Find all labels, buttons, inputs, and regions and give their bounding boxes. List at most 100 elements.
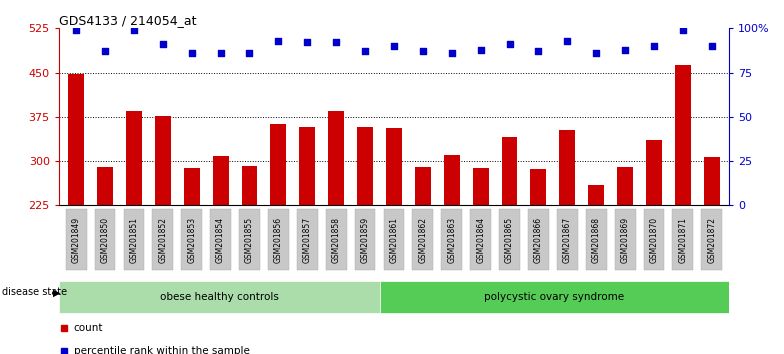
Point xyxy=(532,48,545,54)
Text: GSM201862: GSM201862 xyxy=(419,217,427,263)
Point xyxy=(99,48,111,54)
Point xyxy=(330,40,343,45)
Text: percentile rank within the sample: percentile rank within the sample xyxy=(74,346,249,354)
Text: GSM201858: GSM201858 xyxy=(332,217,341,263)
Point xyxy=(157,41,169,47)
Bar xyxy=(97,167,113,205)
FancyBboxPatch shape xyxy=(470,210,491,270)
FancyBboxPatch shape xyxy=(412,210,434,270)
Point xyxy=(214,50,227,56)
Text: GSM201857: GSM201857 xyxy=(303,217,312,263)
Bar xyxy=(386,128,402,205)
FancyBboxPatch shape xyxy=(702,210,722,270)
Text: GSM201863: GSM201863 xyxy=(447,217,456,263)
Point xyxy=(619,47,631,52)
FancyBboxPatch shape xyxy=(586,210,607,270)
Text: obese healthy controls: obese healthy controls xyxy=(160,292,278,302)
Bar xyxy=(444,155,459,205)
Bar xyxy=(704,157,720,205)
Text: count: count xyxy=(74,323,103,333)
Bar xyxy=(155,116,171,205)
Text: disease state: disease state xyxy=(2,287,67,297)
Point xyxy=(706,43,718,49)
FancyBboxPatch shape xyxy=(152,210,173,270)
Text: GSM201854: GSM201854 xyxy=(216,217,225,263)
Text: GSM201864: GSM201864 xyxy=(476,217,485,263)
FancyBboxPatch shape xyxy=(383,210,405,270)
FancyBboxPatch shape xyxy=(557,210,578,270)
Bar xyxy=(358,127,373,205)
FancyBboxPatch shape xyxy=(528,210,549,270)
Text: GSM201851: GSM201851 xyxy=(129,217,139,263)
Bar xyxy=(126,111,142,205)
Text: GSM201869: GSM201869 xyxy=(621,217,630,263)
Point xyxy=(388,43,401,49)
Bar xyxy=(502,137,517,205)
Text: GSM201850: GSM201850 xyxy=(100,217,110,263)
Bar xyxy=(675,65,691,205)
Bar xyxy=(646,141,662,205)
Bar xyxy=(299,127,315,205)
Bar xyxy=(241,166,257,205)
FancyBboxPatch shape xyxy=(379,281,729,313)
Bar xyxy=(183,168,200,205)
FancyBboxPatch shape xyxy=(615,210,636,270)
Point xyxy=(503,41,516,47)
Point xyxy=(243,50,256,56)
Bar xyxy=(531,169,546,205)
Point xyxy=(128,27,140,33)
Point xyxy=(416,48,429,54)
Bar xyxy=(559,130,575,205)
FancyBboxPatch shape xyxy=(441,210,462,270)
Bar xyxy=(270,125,286,205)
Text: ▶: ▶ xyxy=(53,287,61,297)
FancyBboxPatch shape xyxy=(181,210,202,270)
Bar xyxy=(415,167,430,205)
FancyBboxPatch shape xyxy=(66,210,86,270)
Text: GDS4133 / 214054_at: GDS4133 / 214054_at xyxy=(59,14,196,27)
FancyBboxPatch shape xyxy=(673,210,693,270)
FancyBboxPatch shape xyxy=(354,210,376,270)
Bar xyxy=(68,74,84,205)
Text: GSM201870: GSM201870 xyxy=(649,217,659,263)
Text: GSM201852: GSM201852 xyxy=(158,217,167,263)
Point xyxy=(70,27,82,33)
Point xyxy=(648,43,660,49)
Text: GSM201871: GSM201871 xyxy=(678,217,688,263)
Text: GSM201855: GSM201855 xyxy=(245,217,254,263)
Bar xyxy=(473,168,488,205)
Point xyxy=(272,38,285,44)
FancyBboxPatch shape xyxy=(124,210,144,270)
Text: GSM201866: GSM201866 xyxy=(534,217,543,263)
Text: GSM201861: GSM201861 xyxy=(390,217,398,263)
FancyBboxPatch shape xyxy=(210,210,231,270)
Bar xyxy=(617,167,633,205)
FancyBboxPatch shape xyxy=(59,281,379,313)
Text: GSM201856: GSM201856 xyxy=(274,217,283,263)
Text: GSM201865: GSM201865 xyxy=(505,217,514,263)
Text: GSM201849: GSM201849 xyxy=(71,217,81,263)
Text: GSM201872: GSM201872 xyxy=(707,217,717,263)
Text: GSM201853: GSM201853 xyxy=(187,217,196,263)
FancyBboxPatch shape xyxy=(499,210,520,270)
FancyBboxPatch shape xyxy=(239,210,260,270)
Text: GSM201859: GSM201859 xyxy=(361,217,369,263)
Point xyxy=(590,50,602,56)
Bar xyxy=(212,156,229,205)
Text: polycystic ovary syndrome: polycystic ovary syndrome xyxy=(485,292,624,302)
Text: GSM201867: GSM201867 xyxy=(563,217,572,263)
Bar xyxy=(328,111,344,205)
FancyBboxPatch shape xyxy=(95,210,115,270)
Point xyxy=(301,40,314,45)
FancyBboxPatch shape xyxy=(268,210,289,270)
FancyBboxPatch shape xyxy=(644,210,664,270)
Point xyxy=(359,48,372,54)
FancyBboxPatch shape xyxy=(326,210,347,270)
FancyBboxPatch shape xyxy=(297,210,318,270)
Point xyxy=(186,50,198,56)
Bar xyxy=(588,185,604,205)
Point xyxy=(561,38,574,44)
Point xyxy=(474,47,487,52)
Point xyxy=(677,27,689,33)
Text: GSM201868: GSM201868 xyxy=(592,217,601,263)
